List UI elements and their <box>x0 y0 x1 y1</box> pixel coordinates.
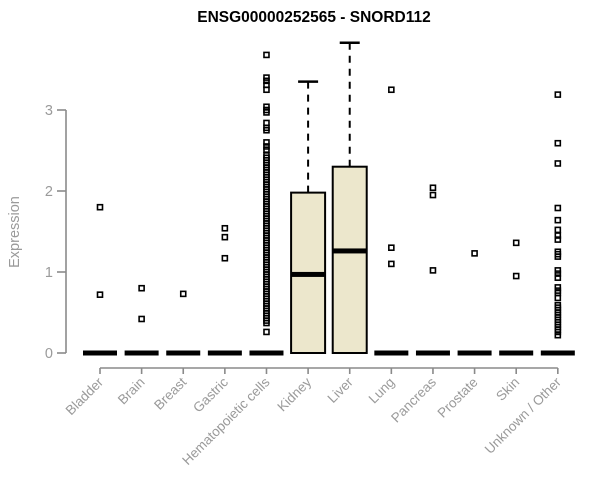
outlier-point <box>471 250 478 257</box>
y-axis-tick-label: 3 <box>45 103 53 119</box>
outlier-point <box>512 239 520 247</box>
y-axis: 0 1 2 3 <box>45 103 67 362</box>
collapsed-box-median <box>249 350 284 356</box>
outlier-point <box>554 232 562 239</box>
x-axis-category-label: Gastric <box>190 374 231 415</box>
outlier-point <box>554 226 562 234</box>
outlier-point <box>554 294 562 302</box>
boxplot-group-gastric <box>207 224 242 356</box>
outlier-point <box>263 77 270 85</box>
outlier-point <box>554 236 562 243</box>
outlier-point <box>263 328 270 336</box>
collapsed-box-median <box>124 350 159 356</box>
outlier-point <box>138 315 145 323</box>
outlier-point <box>388 260 395 268</box>
boxplot-group-pancreas <box>415 184 450 356</box>
median-line <box>332 248 367 254</box>
median-line <box>291 271 326 277</box>
collapsed-box-median <box>166 350 201 356</box>
x-axis-category-label: Liver <box>325 374 357 406</box>
outlier-point <box>388 244 395 251</box>
boxplot-group-hematopoietic-cells <box>249 51 284 356</box>
boxplot-group-skin <box>499 239 534 356</box>
x-axis-category-label: Kidney <box>274 374 314 414</box>
boxplot-group-bladder <box>83 203 117 356</box>
boxplot-group-unknown-other <box>540 91 575 356</box>
chart-title: ENSG00000252565 - SNORD112 <box>197 9 431 26</box>
outlier-point <box>263 109 270 116</box>
boxplot-group-lung <box>374 86 409 356</box>
collapsed-box-median <box>499 350 534 356</box>
outlier-point <box>179 290 187 298</box>
y-axis-tick-label: 1 <box>45 265 53 281</box>
outlier-point <box>221 254 229 262</box>
outlier-point <box>388 86 395 94</box>
outlier-point <box>554 91 562 98</box>
outlier-point <box>554 253 562 260</box>
outlier-point <box>96 291 104 298</box>
outlier-point <box>554 270 562 277</box>
outlier-point <box>263 126 270 134</box>
outlier-point <box>554 139 562 147</box>
outlier-point <box>429 267 437 274</box>
x-axis-category-label: Bladder <box>63 374 107 418</box>
boxplot-group-breast <box>166 290 201 356</box>
collapsed-box-median <box>83 350 117 356</box>
collapsed-box-median <box>207 350 242 356</box>
outlier-point <box>554 328 562 336</box>
y-axis-tick-label: 2 <box>45 184 53 200</box>
outlier-point <box>554 204 562 212</box>
x-axis-category-label: Brain <box>115 375 148 408</box>
box <box>331 165 368 354</box>
outlier-point <box>221 233 229 241</box>
collapsed-box-median <box>374 350 409 356</box>
outlier-point <box>429 191 437 199</box>
x-axis-category-label: Breast <box>151 374 189 412</box>
y-axis-label: Expression <box>7 196 23 268</box>
x-axis-category-label: Lung <box>366 375 398 407</box>
y-axis-tick-label: 0 <box>45 346 53 362</box>
x-axis-category-label: Skin <box>493 375 522 404</box>
boxplot-group-brain <box>124 284 159 356</box>
boxplot-group-liver <box>331 41 368 354</box>
collapsed-box-median <box>457 350 492 356</box>
outlier-point <box>263 51 270 59</box>
outlier-point <box>263 86 270 94</box>
outlier-point <box>512 272 520 280</box>
outlier-point <box>554 216 562 224</box>
boxplot-series <box>83 41 575 356</box>
outlier-point <box>263 139 270 146</box>
boxplot-group-prostate <box>457 250 492 356</box>
outlier-point <box>263 319 270 327</box>
collapsed-box-median <box>415 350 450 356</box>
x-axis-category-label: Prostate <box>435 375 481 421</box>
outlier-point <box>221 224 229 232</box>
collapsed-box-median <box>540 350 575 356</box>
outlier-point <box>96 203 104 211</box>
x-axis-category-label: Unknown / Other <box>482 374 565 457</box>
boxplot-group-kidney <box>290 80 327 354</box>
outlier-point <box>554 160 562 167</box>
outlier-point <box>138 284 145 292</box>
outlier-point <box>554 274 562 281</box>
x-axis-category-label: Pancreas <box>388 374 439 425</box>
outlier-point <box>429 184 437 192</box>
